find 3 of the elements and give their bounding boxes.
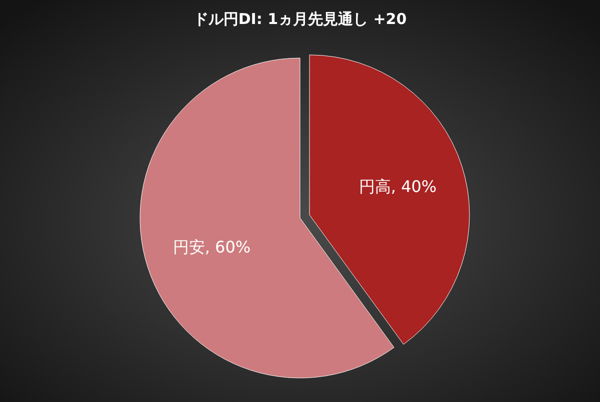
slice-label: 円高, 40% <box>358 177 437 196</box>
slice-label: 円安, 60% <box>172 238 251 257</box>
chart-title: ドル円DI: 1ヵ月先見通し +20 <box>193 10 407 28</box>
